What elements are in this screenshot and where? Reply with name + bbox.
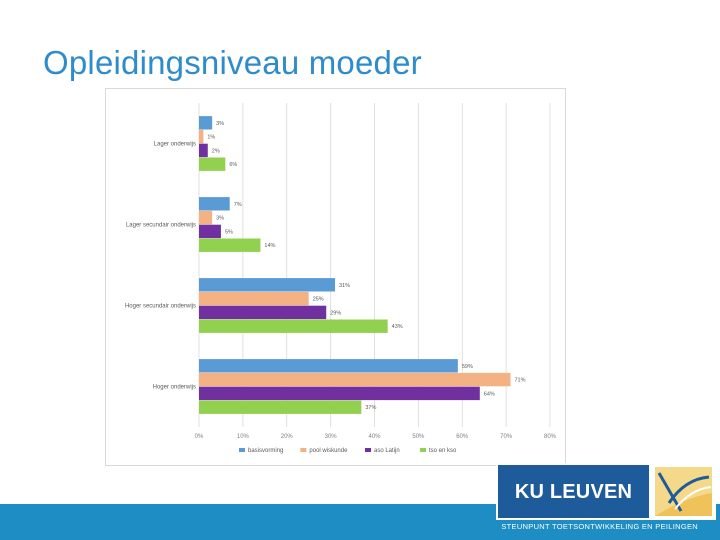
legend-swatch: [300, 448, 307, 452]
bar: [199, 210, 213, 225]
category-label: Hoger secundair onderwijs: [125, 304, 196, 310]
category-label: Lager secundair onderwijs: [126, 223, 196, 229]
logo-text: KU LEUVEN: [514, 481, 633, 503]
bar: [199, 116, 213, 130]
ku-leuven-emblem-icon: [651, 463, 716, 520]
data-label: 3%: [216, 216, 224, 222]
legend-swatch: [365, 448, 371, 452]
bar: [199, 386, 480, 401]
data-label: 64%: [484, 391, 495, 397]
data-label: 3%: [216, 121, 224, 127]
bar: [199, 224, 221, 239]
data-label: 59%: [462, 364, 473, 370]
bar: [199, 305, 327, 320]
data-label: 1%: [207, 135, 215, 141]
x-tick-label: 10%: [237, 434, 250, 440]
legend-swatch: [420, 448, 426, 452]
x-tick-label: 40%: [368, 434, 381, 440]
x-tick-label: 60%: [456, 434, 469, 440]
bar: [199, 197, 230, 211]
data-label: 25%: [313, 297, 324, 303]
category-label: Hoger onderwijs: [153, 385, 196, 391]
data-label: 31%: [339, 283, 350, 289]
data-label: 5%: [225, 229, 233, 235]
data-label: 37%: [365, 405, 376, 411]
x-tick-label: 50%: [412, 434, 425, 440]
bar: [199, 319, 388, 333]
ku-leuven-logo: KU LEUVEN: [496, 463, 651, 520]
data-label: 43%: [392, 324, 403, 330]
x-tick-label: 0%: [195, 434, 204, 440]
bar: [199, 359, 458, 373]
data-label: 29%: [330, 310, 341, 316]
bar: [199, 143, 208, 158]
x-tick-label: 80%: [544, 434, 557, 440]
x-tick-label: 30%: [325, 434, 338, 440]
data-label: 7%: [234, 202, 242, 208]
legend-swatch: [239, 448, 245, 452]
legend-label: tso en kso: [429, 448, 457, 454]
bar: [199, 278, 336, 292]
bar: [199, 238, 261, 252]
legend-label: basisvorming: [248, 448, 283, 454]
bar: [199, 291, 309, 306]
bar: [199, 157, 226, 171]
slide-title: Opleidingsniveau moeder: [43, 44, 422, 81]
data-label: 71%: [515, 378, 526, 384]
chart-frame: 0% 10% 20% 30% 40% 50% 60% 70% 80% Lager onderwij…: [105, 88, 566, 466]
footer-text: STEUNPUNT TOETSONTWIKKELING EN PEILINGEN: [501, 522, 698, 531]
bar: [199, 372, 511, 387]
category-label: Lager onderwijs: [154, 142, 196, 148]
bar-chart: 0% 10% 20% 30% 40% 50% 60% 70% 80% Lager onderwij…: [125, 103, 557, 454]
data-label: 14%: [264, 243, 275, 249]
legend-label: aso Latijn: [374, 448, 400, 454]
x-tick-label: 70%: [500, 434, 513, 440]
legend-label: pool wiskunde: [309, 448, 348, 454]
bar: [199, 129, 204, 144]
bar: [199, 400, 362, 414]
data-label: 2%: [212, 148, 220, 154]
data-label: 6%: [229, 162, 237, 168]
x-tick-label: 20%: [281, 434, 294, 440]
